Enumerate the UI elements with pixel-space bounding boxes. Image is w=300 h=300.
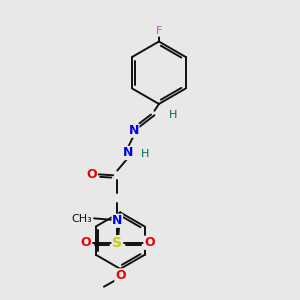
- Text: O: O: [87, 168, 98, 181]
- Text: CH₃: CH₃: [71, 214, 92, 224]
- Text: O: O: [144, 236, 155, 249]
- Text: H: H: [169, 110, 177, 120]
- Text: N: N: [122, 146, 133, 160]
- Text: S: S: [112, 236, 122, 250]
- Text: N: N: [128, 124, 139, 137]
- Text: O: O: [115, 269, 126, 282]
- Text: H: H: [141, 149, 150, 159]
- Text: N: N: [112, 214, 122, 227]
- Text: F: F: [156, 26, 162, 36]
- Text: O: O: [81, 236, 92, 249]
